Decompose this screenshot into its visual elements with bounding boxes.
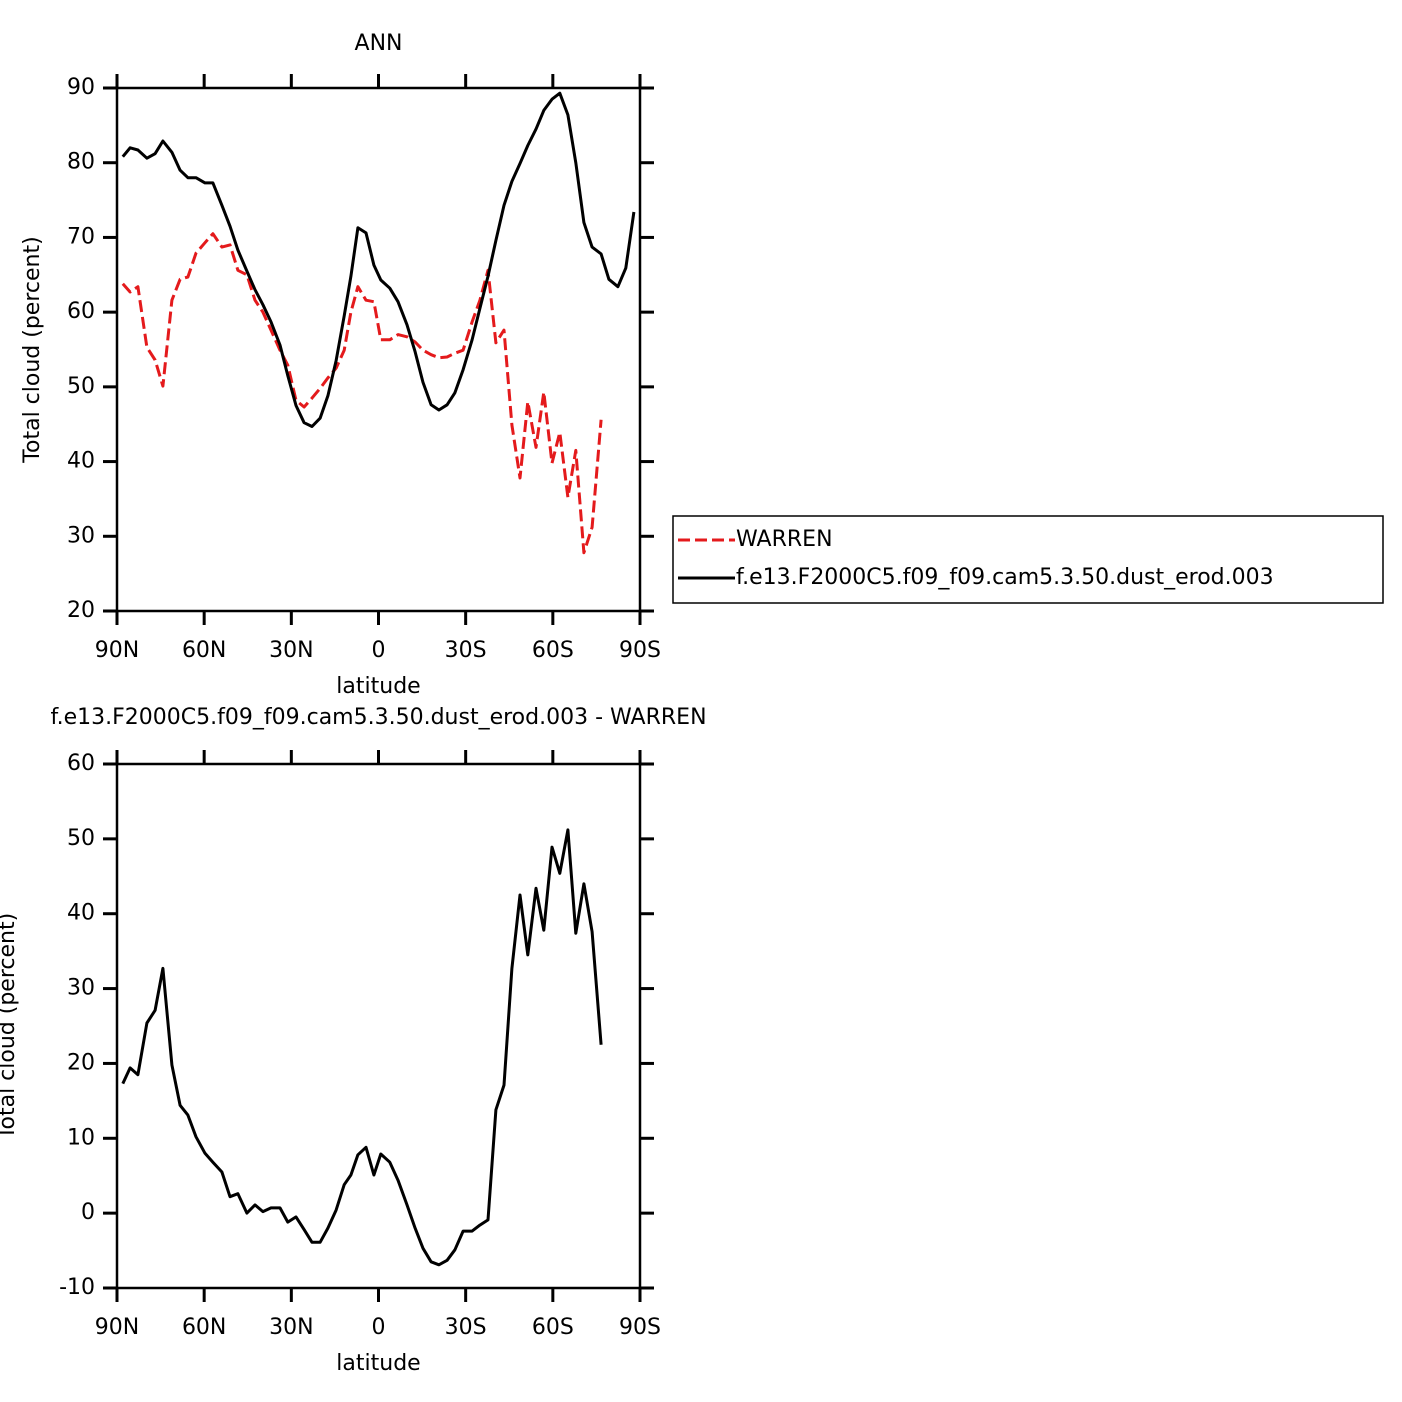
y-axis-label: Total cloud (percent) (0, 913, 20, 1140)
y-tick-label: 30 (67, 523, 95, 548)
y-tick-label: 40 (67, 449, 95, 474)
plot-frame (115, 86, 642, 613)
y-tick-label: -10 (59, 1275, 95, 1300)
y-tick-label: 30 (67, 976, 95, 1001)
y-tick-label: 60 (67, 299, 95, 324)
x-tick-label: 30S (445, 638, 487, 663)
data-line (121, 232, 603, 555)
x-tick-label: 30S (445, 1315, 487, 1340)
y-tick-label: 20 (67, 1050, 95, 1075)
x-tick-label: 0 (372, 638, 386, 663)
legend-label: f.e13.F2000C5.f09_f09.cam5.3.50.dust_ero… (736, 565, 1274, 590)
chart-title: ANN (355, 31, 403, 56)
x-tick-label: 30N (269, 638, 313, 663)
legend-label: WARREN (736, 527, 833, 552)
y-tick-label: 40 (67, 901, 95, 926)
x-tick-label: 90N (95, 638, 139, 663)
x-tick-label: 90N (95, 1315, 139, 1340)
y-tick-label: 10 (67, 1125, 95, 1150)
x-tick-label: 90S (619, 1315, 661, 1340)
x-tick-label: 60N (182, 1315, 226, 1340)
x-tick-label: 90S (619, 638, 661, 663)
x-tick-label: 60S (532, 638, 574, 663)
chart-title: f.e13.F2000C5.f09_f09.cam5.3.50.dust_ero… (50, 705, 706, 730)
y-tick-label: 0 (81, 1200, 95, 1225)
y-tick-label: 70 (67, 224, 95, 249)
y-tick-label: 90 (67, 75, 95, 100)
plot-frame (115, 762, 642, 1290)
x-axis-label: latitude (336, 1351, 420, 1376)
legend-box (672, 515, 1384, 604)
y-axis-label: Total cloud (percent) (20, 236, 45, 463)
x-tick-label: 60S (532, 1315, 574, 1340)
x-tick-label: 0 (372, 1315, 386, 1340)
y-tick-label: 50 (67, 374, 95, 399)
data-line (121, 828, 603, 1267)
data-line (121, 91, 636, 428)
x-tick-label: 60N (182, 638, 226, 663)
y-tick-label: 80 (67, 150, 95, 175)
x-axis-label: latitude (336, 674, 420, 699)
y-tick-label: 50 (67, 826, 95, 851)
y-tick-label: 20 (67, 598, 95, 623)
x-tick-label: 30N (269, 1315, 313, 1340)
y-tick-label: 60 (67, 751, 95, 776)
